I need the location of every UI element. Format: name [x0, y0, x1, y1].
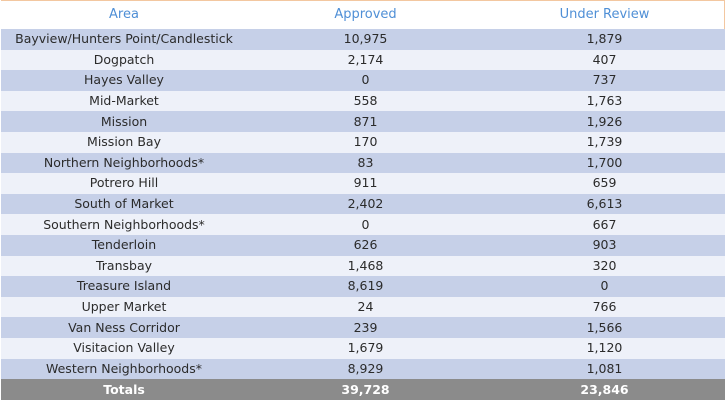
cell-under-review: 903 — [484, 234, 725, 256]
cell-approved: 1,679 — [247, 337, 484, 359]
cell-area: Southern Neighborhoods* — [1, 214, 247, 235]
cell-approved: 24 — [247, 296, 484, 318]
table-row: Mission 871 1,926 — [1, 111, 725, 132]
table-row: Transbay 1,468 320 — [1, 255, 725, 277]
cell-approved: 2,174 — [247, 49, 484, 71]
cell-approved: 83 — [247, 152, 484, 174]
cell-approved: 558 — [247, 90, 484, 112]
cell-area: Western Neighborhoods* — [1, 358, 247, 380]
cell-area: Upper Market — [1, 296, 247, 318]
right-border-line — [724, 0, 725, 29]
cell-under-review: 659 — [484, 173, 725, 194]
table-row: Western Neighborhoods* 8,929 1,081 — [1, 358, 725, 380]
cell-approved: 626 — [247, 234, 484, 256]
table-body: Bayview/Hunters Point/Candlestick 10,975 1… — [1, 29, 725, 380]
cell-under-review: 1,566 — [484, 317, 725, 338]
cell-area: Visitacion Valley — [1, 337, 247, 359]
table-row: Potrero Hill 911 659 — [1, 173, 725, 194]
cell-approved: 8,929 — [247, 358, 484, 380]
cell-under-review: 407 — [484, 49, 725, 71]
table-row: Southern Neighborhoods* 0 667 — [1, 214, 725, 235]
table-row: Northern Neighborhoods* 83 1,700 — [1, 152, 725, 174]
cell-area: Potrero Hill — [1, 173, 247, 194]
column-header-area: Area — [1, 0, 247, 29]
cell-area: Dogpatch — [1, 49, 247, 71]
cell-area: Van Ness Corridor — [1, 317, 247, 338]
cell-under-review: 766 — [484, 296, 725, 318]
cell-area: Mission — [1, 111, 247, 132]
table-row: Dogpatch 2,174 407 — [1, 49, 725, 71]
cell-area: Bayview/Hunters Point/Candlestick — [1, 29, 247, 50]
column-header-under-review: Under Review — [484, 0, 725, 29]
cell-area: South of Market — [1, 193, 247, 215]
cell-approved: 170 — [247, 131, 484, 153]
totals-approved: 39,728 — [247, 379, 484, 401]
cell-area: Transbay — [1, 255, 247, 277]
cell-under-review: 667 — [484, 214, 725, 235]
totals-row: Totals 39,728 23,846 — [1, 379, 725, 401]
table-row: Van Ness Corridor 239 1,566 — [1, 317, 725, 338]
cell-under-review: 737 — [484, 70, 725, 91]
cell-under-review: 320 — [484, 255, 725, 277]
cell-under-review: 6,613 — [484, 193, 725, 215]
cell-under-review: 1,120 — [484, 337, 725, 359]
cell-area: Northern Neighborhoods* — [1, 152, 247, 174]
top-border-line — [1, 0, 725, 1]
cell-area: Mid-Market — [1, 90, 247, 112]
cell-approved: 911 — [247, 173, 484, 194]
cell-area: Hayes Valley — [1, 70, 247, 91]
cell-approved: 239 — [247, 317, 484, 338]
cell-under-review: 1,926 — [484, 111, 725, 132]
cell-approved: 0 — [247, 70, 484, 91]
cell-under-review: 1,879 — [484, 29, 725, 50]
table-row: Mission Bay 170 1,739 — [1, 131, 725, 153]
cell-area: Treasure Island — [1, 276, 247, 297]
table-row: Tenderloin 626 903 — [1, 234, 725, 256]
table-row: Upper Market 24 766 — [1, 296, 725, 318]
totals-label: Totals — [1, 379, 247, 401]
table-row: Mid-Market 558 1,763 — [1, 90, 725, 112]
cell-under-review: 1,739 — [484, 131, 725, 153]
table-row: Treasure Island 8,619 0 — [1, 276, 725, 297]
cell-approved: 10,975 — [247, 29, 484, 50]
cell-approved: 2,402 — [247, 193, 484, 215]
cell-under-review: 1,763 — [484, 90, 725, 112]
table-row: South of Market 2,402 6,613 — [1, 193, 725, 215]
cell-area: Tenderloin — [1, 234, 247, 256]
cell-approved: 8,619 — [247, 276, 484, 297]
table-row: Bayview/Hunters Point/Candlestick 10,975 1… — [1, 29, 725, 50]
cell-under-review: 1,700 — [484, 152, 725, 174]
cell-under-review: 1,081 — [484, 358, 725, 380]
column-header-approved: Approved — [247, 0, 484, 29]
cell-under-review: 0 — [484, 276, 725, 297]
cell-area: Mission Bay — [1, 131, 247, 153]
cell-approved: 0 — [247, 214, 484, 235]
table-header-row: Area Approved Under Review — [1, 0, 725, 29]
cell-approved: 1,468 — [247, 255, 484, 277]
totals-under-review: 23,846 — [484, 379, 725, 401]
table-row: Hayes Valley 0 737 — [1, 70, 725, 91]
table-row: Visitacion Valley 1,679 1,120 — [1, 337, 725, 359]
cell-approved: 871 — [247, 111, 484, 132]
